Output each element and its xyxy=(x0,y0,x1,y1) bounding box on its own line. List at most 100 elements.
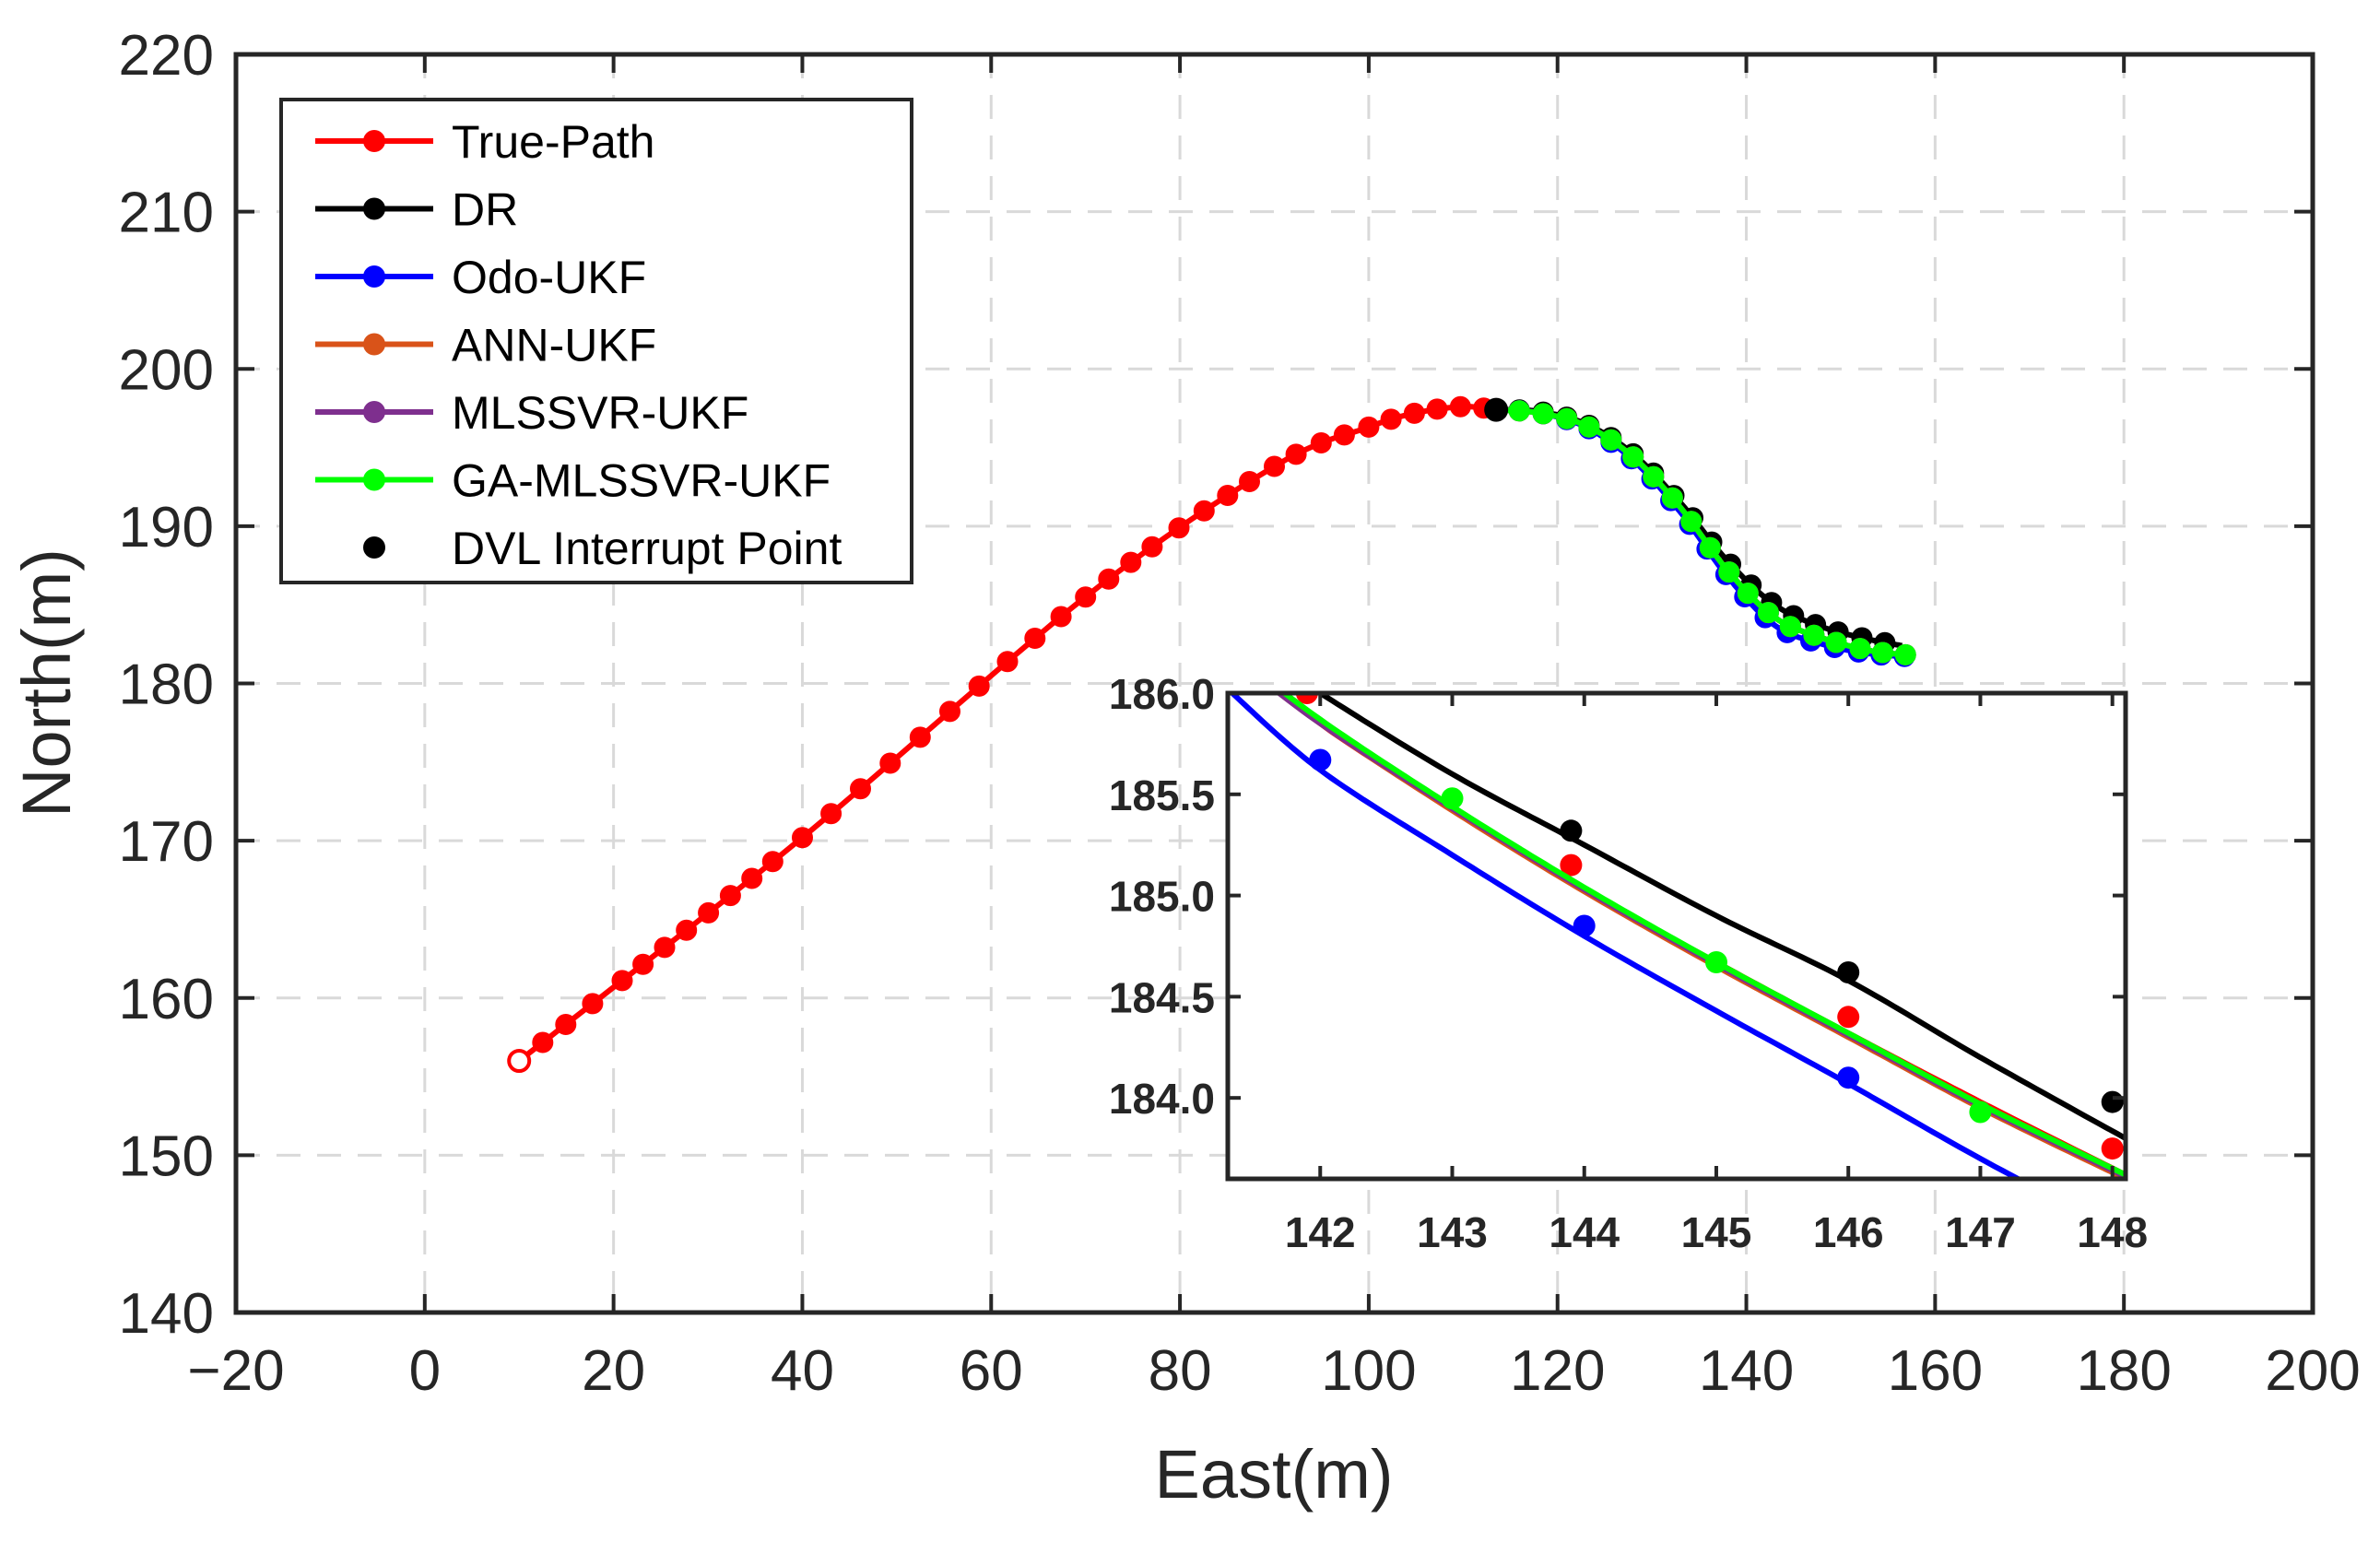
data-point-true-path xyxy=(820,803,842,825)
y-tick-label: 140 xyxy=(119,1282,214,1346)
inset-y-tick-label: 185.0 xyxy=(1109,873,1215,921)
data-point-true-path xyxy=(1449,395,1471,418)
data-point-ga-mlssvr-ukf xyxy=(1600,429,1622,451)
data-point-true-path xyxy=(1098,568,1120,590)
legend-box xyxy=(279,98,913,584)
data-point-ga-mlssvr-ukf xyxy=(1872,642,1893,664)
legend-marker-dvl-interrupt-point xyxy=(363,536,385,559)
data-point-true-path xyxy=(1024,628,1046,649)
data-point-ga-mlssvr-ukf xyxy=(1680,511,1703,533)
x-axis-label: East(m) xyxy=(1155,1436,1394,1513)
legend-marker-odo-ukf xyxy=(363,265,385,288)
data-point-true-path xyxy=(1075,586,1097,608)
legend-marker-dr xyxy=(363,197,385,220)
x-tick-label: 40 xyxy=(771,1339,834,1403)
data-point-true-path xyxy=(761,851,784,873)
inset-point-odo-ukf xyxy=(1309,748,1332,771)
x-tick-label: 80 xyxy=(1149,1339,1212,1403)
inset-x-tick-label: 144 xyxy=(1549,1208,1620,1256)
inset-line-odo-ukf xyxy=(1228,693,2024,1179)
y-tick-label: 150 xyxy=(119,1124,214,1188)
inset-x-tick-label: 142 xyxy=(1285,1208,1356,1256)
data-point-true-path xyxy=(1239,471,1260,492)
data-point-true-path xyxy=(654,936,676,959)
inset-point-dr xyxy=(1560,819,1583,842)
inset-point-ga-mlssvr-ukf xyxy=(1441,787,1464,810)
inset-point-odo-ukf xyxy=(1573,914,1596,937)
x-tick-label: 200 xyxy=(2265,1339,2360,1403)
data-point-ga-mlssvr-ukf xyxy=(1556,407,1578,430)
main-ticks: −20 0 20 40 60 80 100 120 140 160 180 200 140 150 160 1… xyxy=(119,24,2361,1403)
data-point-true-path xyxy=(850,778,871,800)
data-point-ga-mlssvr-ukf xyxy=(1849,638,1871,660)
data-point-ga-mlssvr-ukf xyxy=(1508,400,1530,422)
x-tick-label: 140 xyxy=(1699,1339,1794,1403)
legend-label-dr: DR xyxy=(452,184,518,236)
data-point-true-path xyxy=(1380,408,1402,430)
series-markers-ga-mlssvr-ukf xyxy=(1485,399,1916,665)
data-point-true-path xyxy=(1141,536,1163,558)
x-tick-label: 120 xyxy=(1510,1339,1605,1403)
inset-point-odo-ukf xyxy=(1837,1066,1860,1089)
legend-marker-mlssvr-ukf xyxy=(363,401,385,423)
x-tick-label: −20 xyxy=(187,1339,284,1403)
inset-y-tick-label: 184.5 xyxy=(1109,973,1215,1021)
inset-point-ga-mlssvr-ukf xyxy=(1969,1101,1992,1124)
data-point-true-path xyxy=(909,726,931,748)
x-tick-label: 60 xyxy=(960,1339,1023,1403)
data-point-true-path xyxy=(939,700,960,723)
data-point-true-path xyxy=(1310,432,1332,453)
inset-ticks: 142 143 144 145 146 147 148 184.0 184.5 185.0 185.… xyxy=(1109,670,2148,1256)
data-point-true-path xyxy=(1358,416,1380,438)
data-point-ga-mlssvr-ukf xyxy=(1718,561,1740,583)
legend-marker-ann-ukf xyxy=(363,333,385,356)
inset-point-true-path xyxy=(1295,693,1318,704)
inset-y-tick-label: 186.0 xyxy=(1109,670,1215,718)
data-point-ga-mlssvr-ukf xyxy=(1643,465,1665,488)
data-point-true-path xyxy=(968,675,990,697)
data-point-true-path xyxy=(1168,517,1190,539)
inset: 142 143 144 145 146 147 148 184.0 184.5 185.0 185.… xyxy=(1109,670,2148,1256)
legend-label-true-path: True-Path xyxy=(452,116,654,168)
inset-x-tick-label: 143 xyxy=(1417,1208,1488,1256)
inset-point-dr xyxy=(2101,1090,2124,1113)
data-point-true-path xyxy=(1403,402,1425,424)
data-point-true-path xyxy=(1217,485,1239,506)
y-tick-label: 220 xyxy=(119,24,214,88)
inset-y-tick-label: 184.0 xyxy=(1109,1075,1215,1123)
legend-label-dvl-interrupt-point: DVL Interrupt Point xyxy=(452,523,842,574)
y-tick-label: 180 xyxy=(119,653,214,717)
x-tick-label: 160 xyxy=(1888,1339,1983,1403)
data-point-ga-mlssvr-ukf xyxy=(1894,643,1916,665)
data-point-ga-mlssvr-ukf xyxy=(1779,616,1801,638)
data-point-ga-mlssvr-ukf xyxy=(1803,624,1825,646)
data-point-true-path xyxy=(1120,551,1142,573)
data-point-true-path xyxy=(1193,500,1215,522)
data-point-true-path xyxy=(1264,455,1285,477)
inset-point-true-path xyxy=(2101,1137,2124,1160)
data-point-true-path xyxy=(1050,606,1072,628)
inset-x-tick-label: 145 xyxy=(1681,1208,1752,1256)
dvl-interrupt-point xyxy=(1484,397,1509,422)
data-point-true-path xyxy=(632,953,654,975)
legend: True-Path DR Odo-UKF ANN-UKF MLSSVR-UKF GA-ML… xyxy=(279,98,913,584)
x-tick-label: 0 xyxy=(409,1339,441,1403)
data-point-ga-mlssvr-ukf xyxy=(1825,631,1847,653)
inset-point-true-path xyxy=(1560,853,1583,877)
inset-line-dr xyxy=(1314,693,2126,1141)
data-point-true-path xyxy=(555,1014,577,1035)
inset-point-dr xyxy=(1837,961,1860,983)
data-point-ga-mlssvr-ukf xyxy=(1757,602,1779,624)
inset-x-tick-label: 147 xyxy=(1945,1208,2016,1256)
series-markers-true-path xyxy=(507,395,1495,1073)
data-point-ga-mlssvr-ukf xyxy=(1578,416,1600,438)
data-point-true-path xyxy=(507,1049,532,1073)
data-point-true-path xyxy=(719,885,741,907)
data-point-true-path xyxy=(996,651,1019,673)
x-tick-label: 100 xyxy=(1321,1339,1416,1403)
inset-x-tick-label: 148 xyxy=(2077,1208,2148,1256)
y-axis-label: North(m) xyxy=(8,548,85,818)
data-point-true-path xyxy=(676,919,698,941)
data-point-ga-mlssvr-ukf xyxy=(1532,403,1554,425)
